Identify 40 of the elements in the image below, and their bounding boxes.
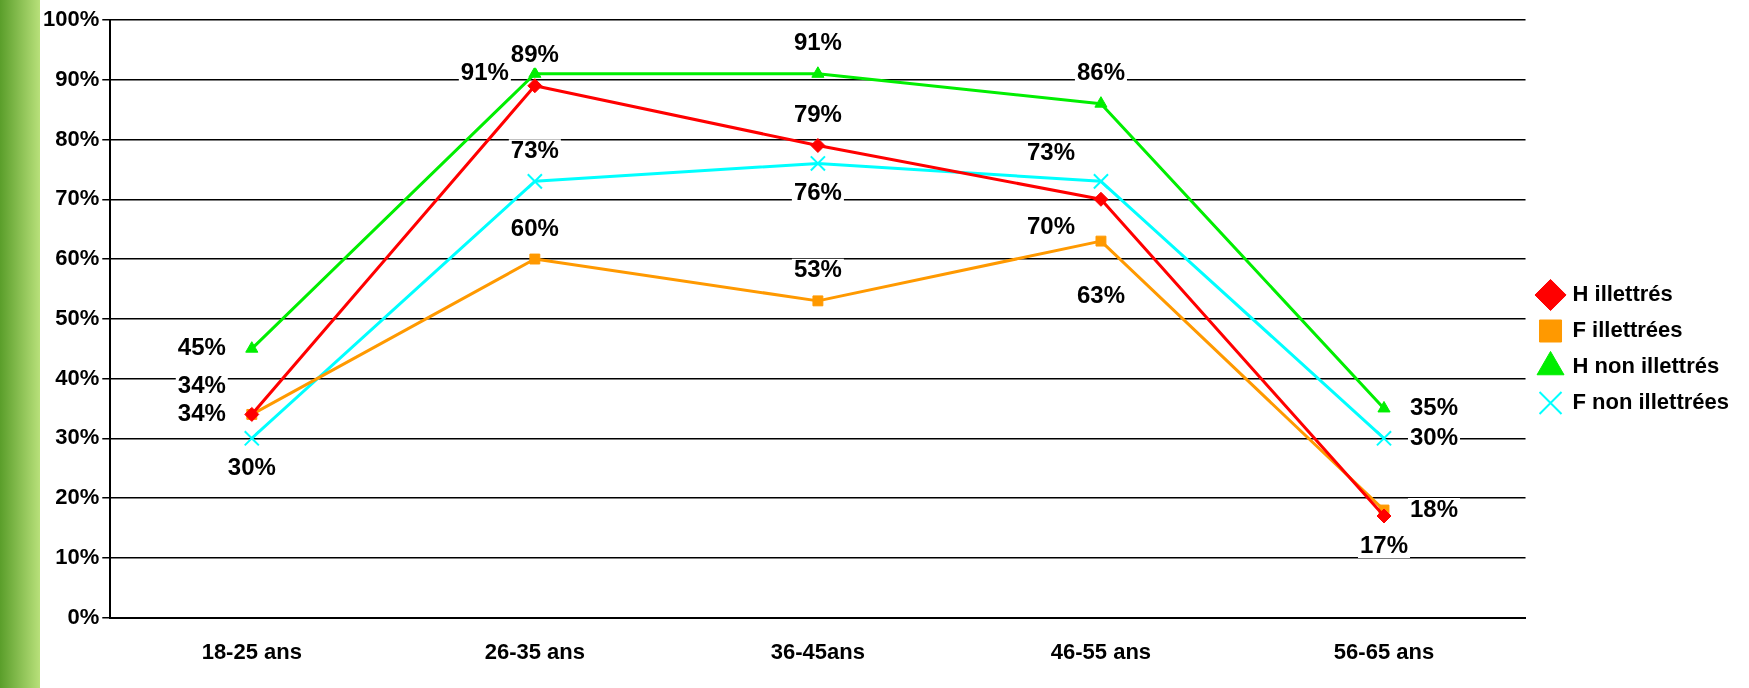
data-label: 60% [510, 213, 559, 241]
y-tick-label: 80% [55, 125, 100, 151]
x-tick-label: 36-45ans [770, 638, 865, 664]
data-label: 91% [793, 28, 842, 56]
y-tick-label: 30% [55, 424, 100, 450]
y-tick-label: 90% [55, 65, 100, 91]
y-tick-label: 40% [55, 364, 100, 390]
y-tick-label: 20% [55, 484, 100, 510]
y-tick-label: 70% [55, 185, 100, 211]
x-tick-label: 18-25 ans [201, 638, 302, 664]
x-tick-label: 26-35 ans [484, 638, 585, 664]
data-label: 70% [1026, 211, 1075, 239]
y-tick-label: 60% [55, 245, 100, 271]
y-tick-label: 50% [55, 304, 100, 330]
x-tick-label: 46-55 ans [1050, 638, 1152, 664]
data-label: 73% [510, 135, 559, 163]
data-label: 76% [793, 178, 842, 206]
data-label: 30% [1409, 422, 1459, 450]
legend-label: F illettrées [1572, 317, 1683, 343]
y-tick-label: 10% [55, 543, 100, 569]
data-label: 18% [1409, 494, 1459, 522]
legend-label: F non illettrées [1572, 389, 1730, 415]
data-label: 45% [177, 333, 226, 361]
data-label: 91% [460, 58, 509, 86]
y-tick-label: 100% [42, 6, 100, 32]
data-label: 35% [1409, 393, 1459, 421]
data-label: 17% [1359, 530, 1409, 558]
legend-label: H non illettrés [1572, 353, 1720, 379]
data-label: 79% [793, 100, 842, 128]
data-label: 30% [227, 452, 276, 480]
legend-label: H illettrés [1572, 281, 1673, 307]
y-tick-label: 0% [67, 603, 100, 629]
data-label: 53% [793, 255, 842, 283]
data-label: 34% [177, 399, 226, 427]
data-label: 73% [1026, 137, 1075, 165]
data-label: 89% [510, 40, 559, 68]
x-tick-label: 56-65 ans [1333, 638, 1435, 664]
data-label: 34% [177, 371, 226, 399]
data-label: 86% [1076, 58, 1125, 86]
data-label: 63% [1076, 280, 1125, 308]
